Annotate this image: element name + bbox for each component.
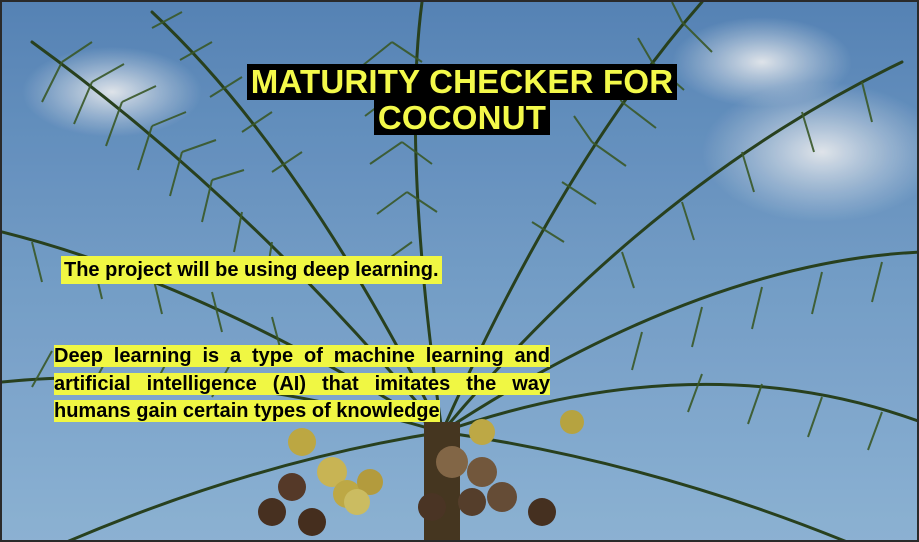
definition-highlight: Deep learning is a type of machine learn… [54,345,550,422]
title-line-2: COCONUT [373,99,551,136]
title-line-1: MATURITY CHECKER FOR [246,64,678,100]
slide-title: MATURITY CHECKER FOR COCONUT [152,64,772,136]
intro-text: The project will be using deep learning. [61,256,442,284]
coconut-cluster [258,410,584,536]
definition-text: Deep learning is a type of machine learn… [54,343,550,426]
